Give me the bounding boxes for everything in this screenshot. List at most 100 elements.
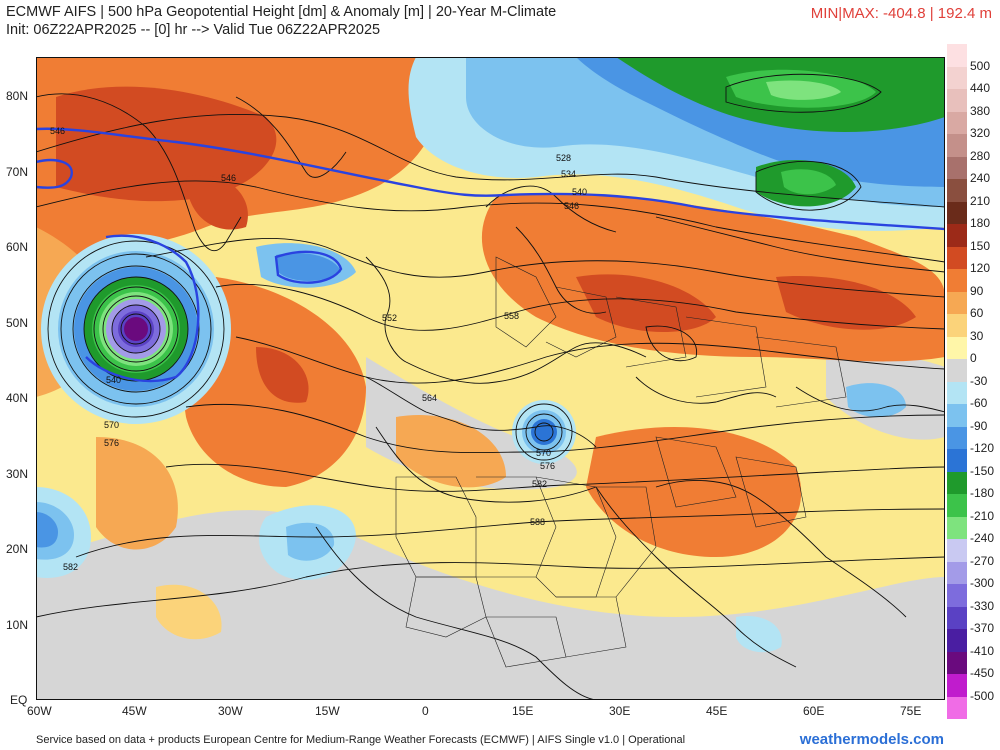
colorbar-cell [947,696,967,719]
colorbar-cell [947,651,967,674]
colorbar-cell [947,291,967,314]
contour-label: 582 [532,479,547,489]
colorbar-label: -30 [970,373,988,388]
colorbar-label: 30 [970,328,984,343]
colorbar-cell [947,224,967,247]
lon-label: 15E [512,704,534,718]
contour-label: 576 [104,438,119,448]
contour-label: 570 [536,448,551,458]
lat-label: 20N [6,542,29,556]
lat-label: 80N [6,89,29,103]
colorbar-label: -500 [970,688,995,703]
colorbar-label: -300 [970,576,995,590]
colorbar-cell [947,494,967,517]
contour-label: 540 [106,375,121,385]
colorbar-cell [947,561,967,584]
footer-credit: Service based on data + products Europea… [36,734,686,746]
colorbar-label: 180 [970,216,991,230]
colorbar-cell [947,111,967,134]
contour-label: 540 [572,187,587,197]
lon-label: 75E [900,704,922,718]
lon-label: 45E [706,704,728,718]
colorbar-cell [947,584,967,607]
colorbar-label: 240 [970,171,991,185]
colorbar-cell [947,404,967,427]
colorbar-cell [947,246,967,269]
colorbar-label: 90 [970,283,984,298]
lat-label: 60N [6,240,29,254]
lon-label: 60E [803,704,825,718]
colorbar-label: -240 [970,531,995,545]
colorbar-cell [947,629,967,652]
colorbar-label: 0 [970,351,977,365]
colorbar-cell [947,426,967,449]
colorbar-cell [947,516,967,539]
colorbar-label: -60 [970,396,988,410]
colorbar-label: -270 [970,553,995,568]
contour-label: 528 [556,153,571,163]
lat-label: 70N [6,165,29,179]
colorbar-cell [947,449,967,472]
colorbar-cell [947,134,967,157]
lon-label: 15W [315,704,340,718]
lat-label: 50N [6,316,29,330]
contour-label: 570 [104,420,119,430]
colorbar-cell [947,359,967,382]
colorbar-cell [947,89,967,112]
lat-label: 10N [6,618,29,632]
colorbar-cell [947,156,967,179]
contour-label: 546 [564,201,579,211]
contour-label: 558 [504,311,519,321]
lon-label: 60W [27,704,52,718]
colorbar-label: 280 [970,148,991,163]
colorbar-label: -210 [970,508,995,523]
contour-label: 564 [422,393,437,403]
colorbar-cell [947,269,967,292]
contour-label: 546 [221,173,236,183]
lat-label: EQ [10,693,28,707]
lon-label: 30W [218,704,243,718]
contour-label: 576 [540,461,555,471]
colorbar-label: 210 [970,193,991,208]
colorbar-label: -150 [970,463,995,478]
colorbar-label: -450 [970,666,995,680]
colorbar-label: 120 [970,261,991,275]
colorbar-cell [947,381,967,404]
contour-label: 588 [530,517,545,527]
colorbar-label: 150 [970,238,991,253]
colorbar-cell [947,674,967,697]
colorbar-cell [947,539,967,562]
colorbar-label: 320 [970,126,991,140]
min-max-readout: MIN|MAX: -404.8 | 192.4 m [810,5,992,22]
colorbar-label: 440 [970,81,991,95]
colorbar-label: 60 [970,306,984,320]
lon-label: 30E [609,704,631,718]
colorbar-cell [947,314,967,337]
colorbar-label: 500 [970,58,991,73]
contour-label: 582 [63,562,78,572]
init-valid-time: Init: 06Z22APR2025 -- [0] hr --> Valid T… [6,22,381,38]
chart-title: ECMWF AIFS | 500 hPa Geopotential Height… [6,4,557,20]
colorbar-label: -330 [970,598,995,613]
colorbar [947,44,967,719]
anomaly-map: 546 546 528 534 540 546 552 558 564 570 … [36,57,945,700]
colorbar-cell [947,471,967,494]
colorbar-label: -410 [970,643,995,658]
contour-label: 546 [50,126,65,136]
colorbar-cell [947,201,967,224]
colorbar-label: 380 [970,103,991,118]
contour-label: 552 [382,313,397,323]
colorbar-cell [947,179,967,202]
contour-label: 534 [561,169,576,179]
lon-label: 45W [122,704,147,718]
lat-label: 40N [6,391,29,405]
colorbar-label: -180 [970,486,995,500]
colorbar-cell [947,44,967,67]
colorbar-cell [947,66,967,89]
lat-label: 30N [6,467,29,481]
colorbar-label: -120 [970,441,995,455]
colorbar-cell [947,336,967,359]
lon-label: 0 [422,704,429,718]
watermark[interactable]: weathermodels.com [799,731,944,748]
colorbar-cell [947,606,967,629]
